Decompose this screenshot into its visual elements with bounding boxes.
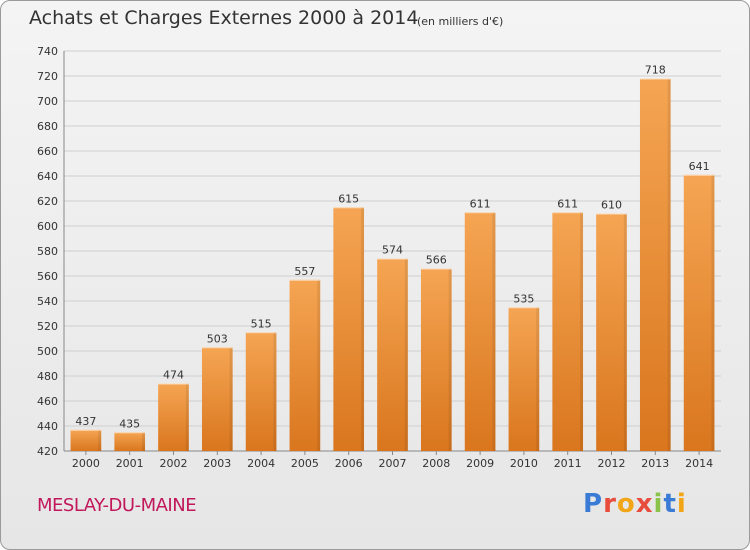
bar-shade-2003 [229,347,233,451]
x-tick-label: 2005 [291,457,319,470]
data-label-2009: 611 [470,197,491,210]
data-label-2011: 611 [557,197,578,210]
data-label-2002: 474 [163,369,184,382]
x-tick-label: 2002 [160,457,188,470]
bar-2012 [596,213,627,451]
data-label-2000: 437 [75,415,96,428]
bar-2011 [552,212,584,451]
bar-shade-2010 [536,307,540,451]
data-label-2004: 515 [251,317,272,330]
bar-2013 [639,78,671,451]
bar-shade-2014 [711,174,715,451]
data-labels: 437 435 474 503 515 557 615 574 566 611 535 611 610 7… [75,64,709,431]
bar-shade-2005 [317,279,321,451]
data-label-2001: 435 [119,417,140,430]
x-tick-label: 2004 [247,457,275,470]
data-label-2013: 718 [645,64,666,77]
x-tick-label: 2000 [72,457,100,470]
y-tick-label: 680 [37,120,58,133]
logo-letter: r [603,489,617,519]
data-label-2006: 615 [338,192,359,205]
bar-2004 [245,332,277,451]
bars [70,78,715,451]
bar-2014 [683,174,715,451]
x-tick-label: 2008 [422,457,450,470]
y-tick-label: 720 [37,70,58,83]
bar-shade-2001 [142,432,146,451]
chart-title: Achats et Charges Externes 2000 à 2014 [29,7,419,29]
bar-2008 [420,268,452,451]
x-tick-label: 2013 [641,457,669,470]
bar-2009 [464,212,496,451]
bar-shade-2012 [623,213,627,451]
data-label-2014: 641 [689,160,710,173]
logo-letter: t [663,489,677,519]
y-tick-label: 440 [37,420,58,433]
bar-2001 [114,432,146,451]
y-tick-label: 480 [37,370,58,383]
data-label-2007: 574 [382,244,403,257]
bar-2000 [70,429,102,451]
y-tick-label: 740 [37,45,58,58]
bar-shade-2006 [361,207,365,451]
logo-letter: i [653,489,664,519]
y-tick-label: 500 [37,345,58,358]
x-tick-label: 2001 [116,457,144,470]
bar-2007 [377,258,408,451]
y-tick-label: 520 [37,320,58,333]
y-tick-label: 540 [37,295,58,308]
y-tick-label: 660 [37,145,58,158]
x-tick-label: 2014 [685,457,713,470]
y-tick-label: 560 [37,270,58,283]
bar-shade-2004 [273,332,277,451]
x-tick-label: 2006 [335,457,363,470]
x-tick-label: 2007 [379,457,407,470]
bar-shade-2002 [185,383,189,451]
bar-shade-2009 [492,212,496,451]
bar-shade-2008 [448,268,452,451]
chart-subtitle: (en milliers d'€) [417,15,504,28]
x-tick-label: 2012 [598,457,626,470]
bar-shade-2007 [404,258,408,451]
data-label-2012: 610 [601,199,622,212]
y-tick-label: 640 [37,170,58,183]
bar-2010 [508,307,540,451]
location-label: MESLAY-DU-MAINE [37,495,197,516]
y-tick-label: 700 [37,95,58,108]
logo-letter: P [583,489,604,519]
bar-shade-2013 [667,78,671,451]
x-tick-label: 2010 [510,457,538,470]
y-tick-label: 460 [37,395,58,408]
proxiti-logo: Proxiti [583,489,687,519]
y-tick-label: 420 [37,445,58,458]
y-tick-label: 620 [37,195,58,208]
x-tick-label: 2009 [466,457,494,470]
bar-2005 [289,279,321,451]
data-label-2005: 557 [294,265,315,278]
bar-shade-2000 [98,429,102,451]
y-tick-label: 600 [37,220,58,233]
bar-2002 [158,383,189,451]
x-tick-label: 2011 [554,457,582,470]
logo-letter: x [635,489,654,519]
bar-shade-2011 [580,212,584,451]
data-label-2003: 503 [207,332,228,345]
bar-2006 [333,207,365,451]
x-tick-label: 2003 [203,457,231,470]
logo-letter: o [616,489,636,519]
data-label-2008: 566 [426,254,447,267]
bar-2003 [201,347,233,451]
y-tick-label: 580 [37,245,58,258]
data-label-2010: 535 [513,292,534,305]
logo-letter: i [676,489,687,519]
